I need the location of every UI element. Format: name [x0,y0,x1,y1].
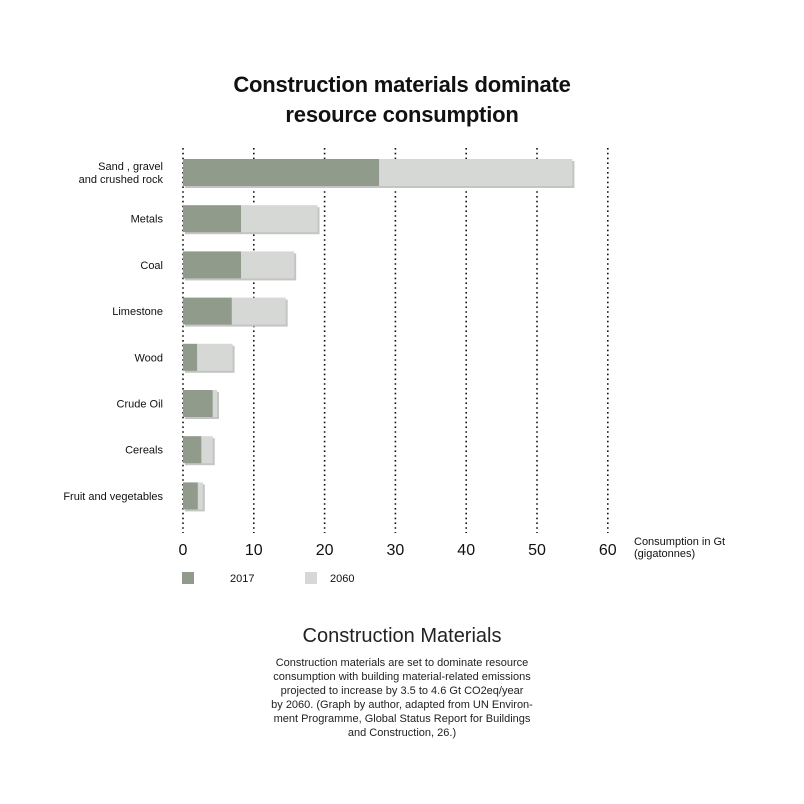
x-tick-labels: 0 10 20 30 40 50 60 [179,542,617,559]
caption-line-1: Construction materials are set to domina… [275,657,529,669]
category-label-0-1: and crushed rock [79,174,164,186]
bar-2060-2 [241,251,295,279]
bar-2060-4 [197,343,233,371]
x-axis-label-line-0: Consumption in Gt [634,536,725,548]
x-tick-label-30: 30 [387,542,405,559]
legend-swatch-2060 [305,572,317,584]
bar-2017-0 [183,159,380,186]
category-label-0-0: Sand , gravel [98,161,163,173]
x-axis-label-line-1: (gigatonnes) [634,548,695,560]
legend-label-2017: 2017 [230,573,254,585]
bar-2060-1 [241,205,318,233]
bar-2017-7 [183,482,198,510]
bar-2017-2 [183,251,242,279]
caption-line-3: projected to increase by 3.5 to 4.6 Gt C… [280,685,524,697]
chart-title: Construction materials dominate resource… [0,70,804,130]
grid-lines [182,148,609,533]
category-label-4-0: Wood [134,352,163,364]
bar-2060-7 [197,482,203,510]
x-tick-label-40: 40 [457,542,475,559]
legend-label-2060: 2060 [330,573,354,585]
category-label-1-0: Metals [131,214,164,226]
legend: 2017 2060 [182,572,354,585]
x-tick-label-0: 0 [179,542,188,559]
category-label-3-0: Limestone [112,306,163,318]
caption-line-5: ment Programme, Global Status Report for… [273,713,531,725]
bar-2060-0 [379,159,573,186]
bar-2060-3 [231,297,286,325]
x-tick-label-20: 20 [316,542,334,559]
x-tick-label-60: 60 [599,542,617,559]
bar-2017-3 [183,297,232,325]
legend-swatch-2017 [182,572,194,584]
chart-title-line-1: Construction materials dominate [233,72,571,97]
category-label-7-0: Fruit and vegetables [63,491,163,503]
caption-line-4: by 2060. (Graph by author, adapted from … [271,699,533,711]
category-label-2-0: Coal [140,260,163,272]
caption-line-6: and Construction, 26.) [347,727,457,739]
category-label-5-0: Crude Oil [117,399,163,411]
chart-title-line-2: resource consumption [285,102,519,127]
caption-title: Construction Materials [302,625,502,647]
bar-2017-1 [183,205,242,233]
bar-2017-6 [183,436,202,464]
caption-line-2: consumption with building material-relat… [273,671,531,683]
category-label-6-0: Cereals [125,445,163,457]
bar-2017-4 [183,343,198,371]
x-tick-label-10: 10 [245,542,263,559]
caption-body: Construction materials are set to domina… [252,656,552,740]
bar-2060-6 [201,436,213,464]
bar-2060-5 [212,390,217,417]
bar-2017-5 [183,390,213,417]
bars [183,159,575,512]
x-tick-label-50: 50 [528,542,546,559]
x-axis-label: Consumption in Gt(gigatonnes) [634,536,725,560]
